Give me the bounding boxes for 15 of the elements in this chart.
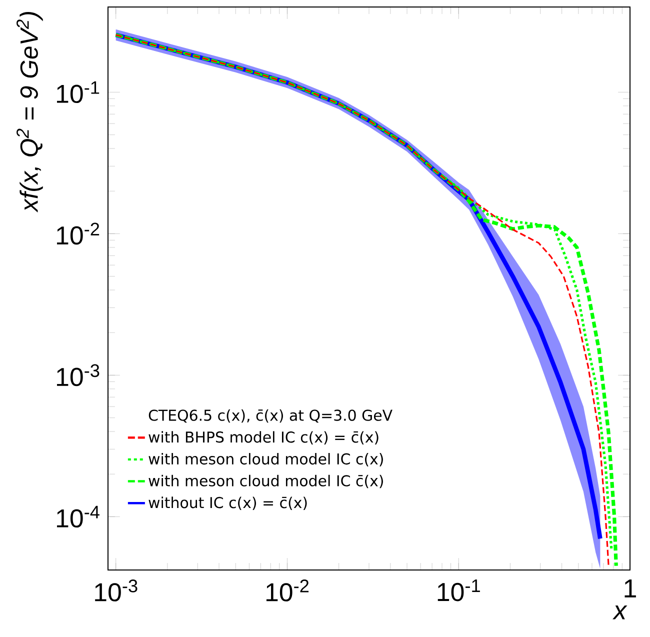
y-axis-title: xf(x, Q$^{2}$ = 9 GeV$^{2}$)	[16, 12, 43, 213]
x-tick-label: 10$^{-3}$	[95, 580, 138, 602]
y-tick-label: 10$^{-4}$	[57, 506, 100, 528]
legend-label: with meson cloud model IC c(x)	[148, 453, 383, 466]
x-axis-title: x	[612, 606, 628, 620]
legend-title: CTEQ6.5 c(x), c̄(x) at Q=3.0 GeV	[148, 409, 392, 423]
legend-label: with BHPS model IC c(x) = c̄(x)	[148, 431, 378, 444]
y-tick-label: 10$^{-3}$	[57, 364, 100, 386]
x-tick-label: 1	[624, 580, 636, 598]
x-tick-label: 10$^{-2}$	[266, 580, 309, 602]
x-tick-label: 10$^{-1}$	[438, 580, 480, 602]
y-tick-label: 10$^{-2}$	[57, 222, 100, 245]
y-tick-label: 10$^{-1}$	[57, 81, 100, 104]
legend-label: with meson cloud model IC c̄(x)	[148, 474, 383, 488]
legend-label: without IC c(x) = c̄(x)	[148, 496, 307, 510]
